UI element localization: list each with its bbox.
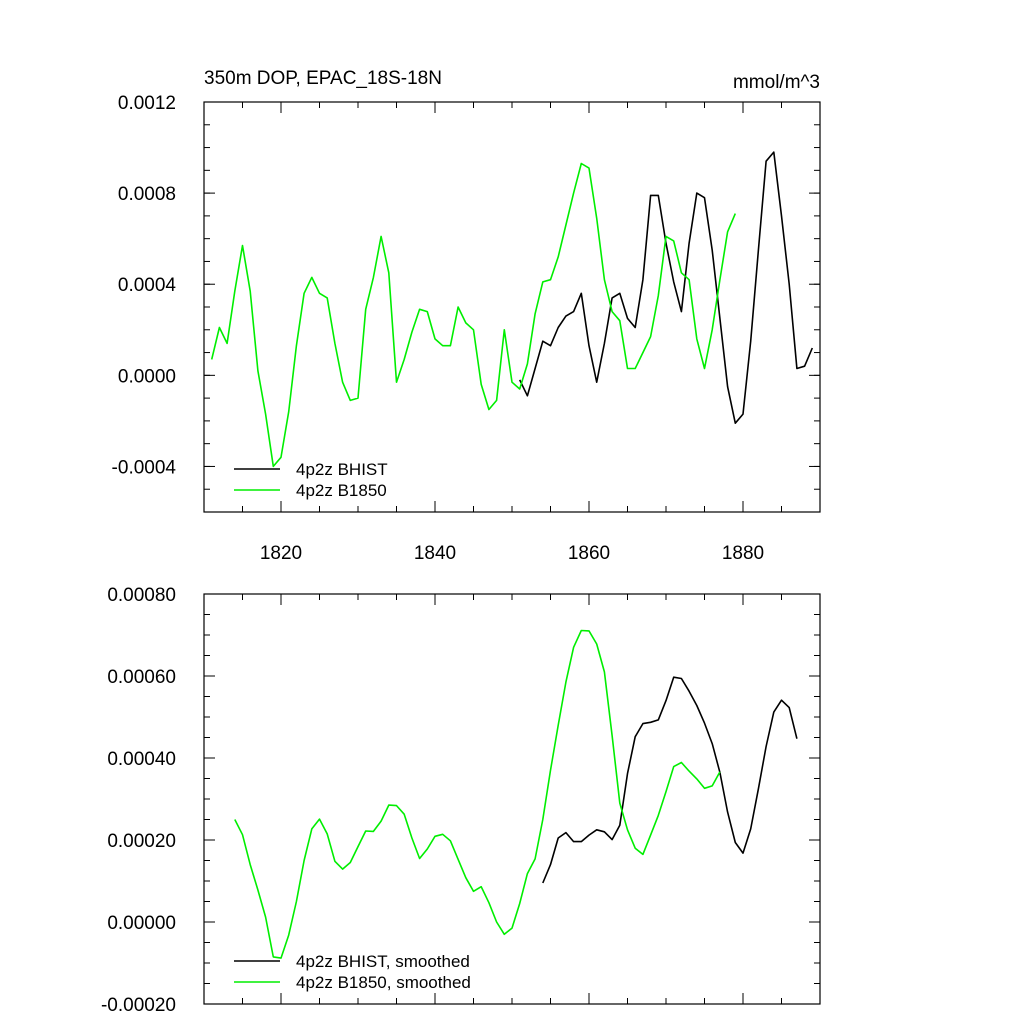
series-line xyxy=(518,151,814,425)
x-tick-label: 1840 xyxy=(414,543,456,564)
y-tick-label: 0.00080 xyxy=(107,585,176,606)
x-tick-label: 1860 xyxy=(568,543,610,564)
y-tick-label: 0.0008 xyxy=(118,184,176,205)
legend-label: 4p2z B1850 xyxy=(296,481,387,500)
y-tick-label: 0.0012 xyxy=(118,93,176,114)
y-tick-label: 0.00020 xyxy=(107,831,176,852)
bottom-panel-smoothed: -0.00020 0.00000 0.00020 0.00040 0.00060 0.00… xyxy=(101,585,821,1016)
x-tick-label: 1820 xyxy=(260,543,302,564)
plot-frame xyxy=(203,101,821,513)
x-tick-label: 1880 xyxy=(722,543,764,564)
legend-label: 4p2z BHIST xyxy=(296,460,388,479)
series-line xyxy=(234,629,721,959)
top-panel-raw: -0.0004 0.0000 0.0004 0.0008 0.0012 1820 1840 1… xyxy=(112,93,821,564)
legend-label: 4p2z B1850, smoothed xyxy=(296,973,471,992)
y-tick-label: -0.0004 xyxy=(112,457,177,478)
series-line xyxy=(542,676,798,884)
plot-frame xyxy=(203,593,821,1005)
y-tick-label: 0.00040 xyxy=(107,749,176,770)
units-label: mmol/m^3 xyxy=(733,72,820,93)
y-tick-label: 0.0000 xyxy=(118,366,176,387)
y-tick-label: 0.0004 xyxy=(118,275,177,296)
series-line xyxy=(210,162,737,468)
y-tick-label: 0.00000 xyxy=(107,913,176,934)
legend-label: 4p2z BHIST, smoothed xyxy=(296,952,470,971)
chart-title: 350m DOP, EPAC_18S-18N xyxy=(204,68,442,89)
y-tick-label: -0.00020 xyxy=(101,995,176,1016)
y-tick-label: 0.00060 xyxy=(107,667,176,688)
